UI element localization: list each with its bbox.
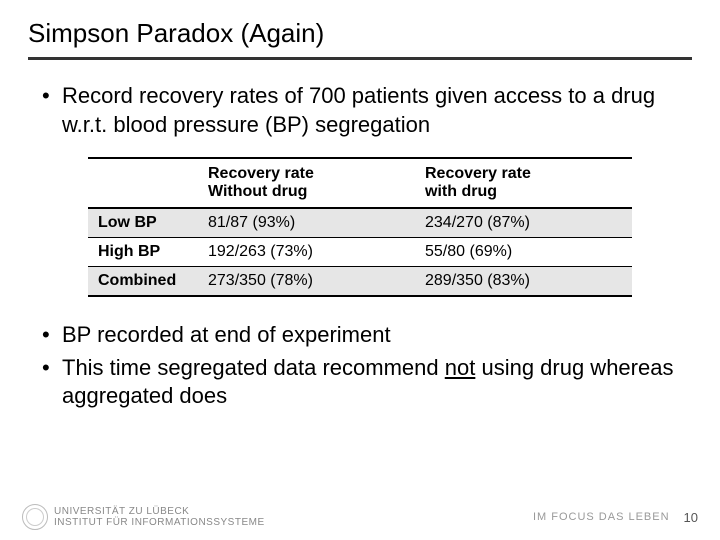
recovery-table-wrap: Recovery rateWithout drug Recovery ratew… [88,157,632,297]
bottom-bullets: • BP recorded at end of experiment • Thi… [28,321,692,411]
row-label: Combined [88,267,198,297]
institute-name: INSTITUT FÜR INFORMATIONSSYSTEME [54,517,265,528]
table-row: Combined 273/350 (78%) 289/350 (83%) [88,267,632,297]
footer-right: IM FOCUS DAS LEBEN 10 [533,510,698,525]
cell-without: 192/263 (73%) [198,238,415,267]
bullet-text-underline: not [445,355,476,380]
slide-footer: UNIVERSITÄT ZU LÜBECK INSTITUT FÜR INFOR… [0,504,720,530]
cell-with: 55/80 (69%) [415,238,632,267]
bullet-text: This time segregated data recommend not … [62,354,692,411]
page-number: 10 [684,510,698,525]
slide-title: Simpson Paradox (Again) [28,18,692,60]
cell-with: 234/270 (87%) [415,208,632,238]
recovery-table: Recovery rateWithout drug Recovery ratew… [88,157,632,297]
bullet-dot: • [42,321,62,350]
cell-without: 273/350 (78%) [198,267,415,297]
table-row: Low BP 81/87 (93%) 234/270 (87%) [88,208,632,238]
bullet-dot: • [42,354,62,411]
col-header-blank [88,158,198,208]
bullet-text-pre: This time segregated data recommend [62,355,445,380]
bullet-item: • This time segregated data recommend no… [42,354,692,411]
top-bullets: • Record recovery rates of 700 patients … [28,82,692,139]
row-label: High BP [88,238,198,267]
col-header-without-text: Recovery rateWithout drug [208,165,314,200]
bullet-text: BP recorded at end of experiment [62,321,692,350]
university-name: UNIVERSITÄT ZU LÜBECK [54,506,265,517]
cell-without: 81/87 (93%) [198,208,415,238]
footer-affiliation: UNIVERSITÄT ZU LÜBECK INSTITUT FÜR INFOR… [54,506,265,528]
col-header-with: Recovery ratewith drug [415,158,632,208]
university-seal-icon [22,504,48,530]
bullet-text: Record recovery rates of 700 patients gi… [62,82,692,139]
footer-left: UNIVERSITÄT ZU LÜBECK INSTITUT FÜR INFOR… [22,504,265,530]
table-header-row: Recovery rateWithout drug Recovery ratew… [88,158,632,208]
cell-with: 289/350 (83%) [415,267,632,297]
bullet-item: • BP recorded at end of experiment [42,321,692,350]
slide: Simpson Paradox (Again) • Record recover… [0,0,720,540]
bullet-dot: • [42,82,62,139]
footer-tagline: IM FOCUS DAS LEBEN [533,511,670,523]
col-header-with-text: Recovery ratewith drug [425,165,531,200]
bullet-item: • Record recovery rates of 700 patients … [42,82,692,139]
col-header-without: Recovery rateWithout drug [198,158,415,208]
row-label: Low BP [88,208,198,238]
table-body: Low BP 81/87 (93%) 234/270 (87%) High BP… [88,208,632,296]
table-row: High BP 192/263 (73%) 55/80 (69%) [88,238,632,267]
